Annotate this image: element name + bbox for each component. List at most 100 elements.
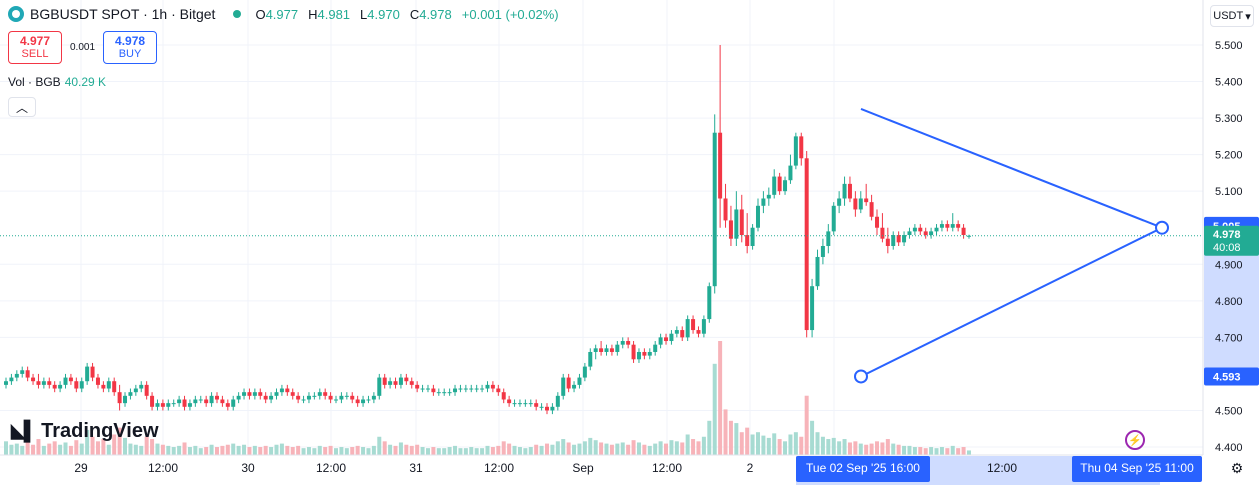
volume-bar	[577, 443, 582, 455]
candle-body	[804, 158, 809, 331]
collapse-legend-button[interactable]: ︿	[8, 97, 36, 117]
candle-body	[20, 370, 25, 374]
volume-bar	[171, 447, 176, 455]
candle-body	[875, 216, 880, 228]
buy-button[interactable]: 4.978 BUY	[103, 31, 158, 64]
candle-body	[415, 384, 420, 389]
candle-body	[631, 344, 636, 360]
volume-bar	[804, 395, 809, 455]
candle-body	[934, 227, 939, 232]
candle-body	[339, 395, 344, 400]
chevron-down-icon: ▾	[1245, 10, 1251, 23]
volume-bar	[144, 436, 149, 455]
flash-icon[interactable]: ⚡	[1125, 430, 1145, 450]
volume-bar	[642, 444, 647, 455]
volume-bar	[664, 443, 669, 455]
volume-bar	[198, 448, 203, 455]
volume-bar	[247, 447, 252, 455]
candle-body	[285, 388, 290, 393]
gear-icon[interactable]: ⚙	[1230, 459, 1244, 476]
volume-bar	[344, 448, 349, 455]
volume-bar	[707, 420, 712, 455]
volume-bar	[837, 441, 842, 455]
candle-body	[204, 399, 209, 404]
volume-bar	[95, 441, 100, 455]
drawing-price-label: 4.593	[1213, 371, 1241, 383]
drawing-price-label-bg	[1204, 367, 1259, 386]
candle-body	[847, 183, 852, 199]
volume-bar	[545, 443, 549, 455]
candle-body	[837, 198, 842, 206]
candle-body	[772, 176, 777, 195]
volume-bar	[950, 445, 955, 455]
volume-bar	[453, 445, 458, 455]
candle-body	[507, 399, 512, 404]
volume-bar	[691, 439, 696, 455]
candle-body	[453, 388, 458, 393]
volume-bar	[290, 447, 295, 455]
date-range-label-bg	[1072, 456, 1202, 482]
symbol-title[interactable]: BGBUSDT SPOT · 1h · Bitget	[30, 6, 216, 22]
volume-bar	[512, 445, 517, 455]
candle-body	[653, 344, 658, 352]
volume-bar	[507, 443, 512, 455]
candle-body	[956, 224, 961, 228]
triangle-upper-line	[860, 108, 1163, 229]
candle-body	[555, 395, 560, 407]
volume-bar	[485, 445, 490, 455]
time-tick-label: 12:00	[484, 461, 514, 475]
candle-body	[90, 366, 95, 378]
volume-bar	[961, 447, 966, 455]
candlesticks	[0, 45, 1203, 415]
volume-bar	[783, 441, 788, 455]
candle-body	[198, 399, 203, 401]
volume-bar	[480, 448, 485, 455]
volume-bar	[755, 432, 760, 455]
volume-bar	[496, 445, 501, 455]
volume-bar	[323, 447, 328, 455]
candle-body	[31, 377, 36, 382]
currency-selector[interactable]: USDT ▾	[1210, 5, 1254, 27]
buy-label: BUY	[118, 47, 142, 60]
volume-bar	[555, 441, 560, 455]
volume-bar	[539, 445, 544, 455]
candle-body	[902, 235, 907, 243]
tradingview-logo[interactable]: ◣▌ TradingView	[11, 420, 159, 443]
candle-body	[214, 395, 219, 400]
candle-body	[501, 392, 506, 400]
candle-body	[361, 399, 366, 404]
volume-bar	[409, 445, 414, 455]
candle-body	[761, 198, 766, 206]
time-tick-label: 2	[747, 461, 754, 475]
volume-bar	[236, 445, 241, 455]
volume-bar	[41, 445, 46, 455]
candle-body	[409, 381, 414, 385]
candle-body	[674, 330, 679, 334]
candle-body	[929, 231, 934, 236]
candle-body	[939, 224, 944, 228]
triangle-drawing	[854, 108, 1169, 384]
volume-bar	[79, 443, 84, 455]
volume-bar	[193, 445, 198, 455]
tv-logo-icon: ◣▌	[11, 421, 37, 442]
volume-bar	[312, 448, 317, 455]
volume-bar	[550, 444, 555, 455]
volume-bar	[242, 444, 247, 455]
candle-body	[323, 392, 328, 396]
candle-body	[918, 227, 923, 232]
candle-body	[577, 377, 582, 385]
candle-body	[398, 377, 403, 385]
volume-bar	[923, 448, 928, 455]
candle-body	[793, 136, 798, 166]
candle-body	[182, 399, 187, 407]
volume-label: Vol · BGB	[8, 75, 61, 89]
volume-bar	[458, 448, 463, 455]
time-tick-label: 30	[241, 461, 255, 475]
volume-bar	[252, 445, 257, 455]
volume-bar	[896, 444, 901, 455]
volume-bar	[36, 439, 41, 455]
candle-body	[269, 395, 274, 400]
volume-bar	[674, 441, 679, 455]
sell-button[interactable]: 4.977 SELL	[8, 31, 62, 64]
